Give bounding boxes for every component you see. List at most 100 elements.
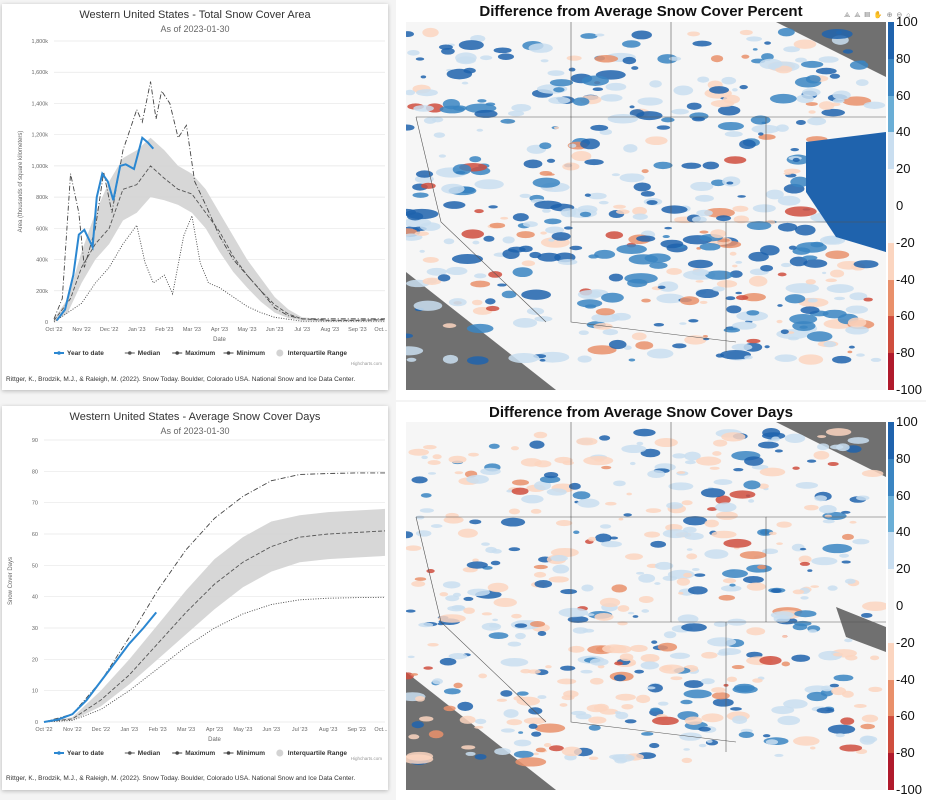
snow-anomaly-patch <box>641 731 654 736</box>
snow-anomaly-patch <box>537 695 547 700</box>
snow-anomaly-patch <box>587 192 607 200</box>
legend-item[interactable]: Median <box>138 350 160 357</box>
snow-anomaly-patch <box>432 454 442 460</box>
snow-anomaly-patch <box>407 655 415 659</box>
snow-anomaly-patch <box>508 352 540 364</box>
snow-anomaly-patch <box>500 728 515 733</box>
snow-anomaly-patch <box>446 68 473 80</box>
legend-item[interactable]: Minimum <box>237 350 266 357</box>
snow-anomaly-patch <box>860 723 876 730</box>
state-boundary <box>570 222 737 343</box>
snow-anomaly-patch <box>613 480 626 487</box>
highcharts-credit[interactable]: Highcharts.com <box>350 361 382 366</box>
snow-anomaly-patch <box>510 446 519 451</box>
snow-anomaly-patch <box>441 183 465 194</box>
legend-item[interactable]: Minimum <box>237 750 266 757</box>
snow-anomaly-patch <box>503 709 519 718</box>
snow-anomaly-patch <box>784 294 806 304</box>
snow-anomaly-patch <box>411 721 424 729</box>
snow-anomaly-patch <box>646 348 674 359</box>
legend-item[interactable]: Maximum <box>185 350 215 357</box>
snow-anomaly-patch <box>533 431 548 439</box>
legend-item[interactable]: Maximum <box>185 750 215 757</box>
legend-item[interactable]: Interquartile Range <box>288 750 348 757</box>
x-tick-label: Oct '22 <box>45 327 62 333</box>
legend-item[interactable]: Year to date <box>67 350 104 357</box>
snow-anomaly-patch <box>621 444 647 454</box>
snow-anomaly-patch <box>600 94 623 102</box>
snow-anomaly-patch <box>731 664 745 670</box>
snow-anomaly-patch <box>858 60 866 63</box>
snow-anomaly-patch <box>718 594 736 601</box>
highcharts-credit[interactable]: Highcharts.com <box>350 756 382 761</box>
snow-anomaly-patch <box>774 449 783 453</box>
snow-anomaly-patch <box>623 144 638 153</box>
snow-anomaly-patch <box>688 319 699 323</box>
colorbar-label: -80 <box>896 345 915 361</box>
snow-anomaly-patch <box>632 615 639 618</box>
snow-anomaly-patch <box>853 260 879 269</box>
snow-anomaly-patch <box>568 645 585 653</box>
legend-item[interactable]: Year to date <box>67 750 104 757</box>
snow-anomaly-patch <box>493 597 517 608</box>
colorbar-segment <box>888 58 894 96</box>
legend-item[interactable]: Interquartile Range <box>288 350 348 357</box>
snow-anomaly-patch <box>532 177 561 188</box>
snow-anomaly-patch <box>406 609 416 613</box>
snow-anomaly-patch <box>485 298 496 305</box>
snow-anomaly-patch <box>521 494 544 504</box>
snow-anomaly-patch <box>588 536 597 542</box>
snow-anomaly-patch <box>587 345 617 355</box>
snow-anomaly-patch <box>699 300 708 305</box>
snow-anomaly-patch <box>439 657 457 666</box>
snow-anomaly-patch <box>726 305 742 314</box>
snow-anomaly-patch <box>707 507 718 511</box>
snow-anomaly-patch <box>619 653 634 662</box>
snow-anomaly-patch <box>427 472 437 475</box>
snow-anomaly-patch <box>422 27 439 38</box>
snow-anomaly-patch <box>557 259 578 265</box>
snow-anomaly-patch <box>668 56 682 61</box>
snow-anomaly-patch <box>709 86 730 94</box>
snow-anomaly-patch <box>415 695 425 702</box>
snow-anomaly-patch <box>752 48 758 51</box>
map-toolbar[interactable]: ⟁ ⟁ ▤ ✋ ⊕ ⊖ ⌂ <box>844 12 912 19</box>
colorbar-segment <box>888 753 894 790</box>
snow-anomaly-patch <box>765 189 784 200</box>
snow-anomaly-patch <box>636 111 663 121</box>
snow-anomaly-patch <box>447 605 466 612</box>
snow-anomaly-patch <box>792 247 811 255</box>
snow-anomaly-patch <box>559 703 568 707</box>
snow-anomaly-patch <box>737 195 746 198</box>
snow-anomaly-patch <box>805 279 816 285</box>
snow-anomaly-patch <box>421 182 436 189</box>
snow-anomaly-patch <box>609 536 619 540</box>
snow-anomaly-patch <box>442 354 459 364</box>
colorbar-label: 40 <box>896 124 911 140</box>
snow-cover-percent-map[interactable] <box>406 22 886 390</box>
colorbar-label: 100 <box>896 14 918 29</box>
colorbar-label: -20 <box>896 234 915 250</box>
snow-anomaly-patch <box>671 108 689 115</box>
snow-anomaly-patch <box>862 601 886 611</box>
snow-anomaly-patch <box>446 266 468 276</box>
snow-cover-days-map[interactable] <box>406 422 886 790</box>
snow-anomaly-patch <box>553 87 565 93</box>
colorbar-segment <box>888 716 894 754</box>
x-tick-label: Aug '23 <box>319 727 337 733</box>
x-tick-label: Feb '23 <box>155 327 173 333</box>
snow-anomaly-patch <box>594 613 614 621</box>
y-tick-label: 40 <box>32 595 38 601</box>
legend-item[interactable]: Median <box>138 750 160 757</box>
y-tick-label: 200k <box>36 289 48 295</box>
snow-anomaly-patch <box>474 209 484 214</box>
snow-anomaly-patch <box>579 211 592 217</box>
snow-anomaly-patch <box>649 743 660 749</box>
snow-anomaly-patch <box>501 290 517 299</box>
snow-anomaly-patch <box>746 221 772 231</box>
snow-anomaly-patch <box>711 179 726 187</box>
snow-anomaly-patch <box>792 589 805 595</box>
colorbar-label: 0 <box>896 198 904 213</box>
snow-anomaly-patch <box>548 96 571 105</box>
snow-anomaly-patch <box>577 289 602 300</box>
